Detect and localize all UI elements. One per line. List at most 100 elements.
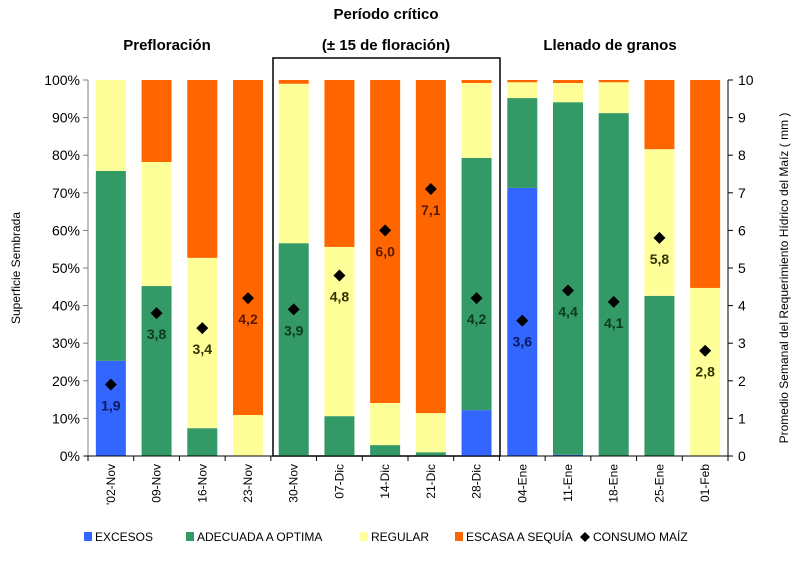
y2-tick-label: 2 (738, 373, 746, 389)
y-tick-label: 90% (52, 110, 80, 126)
axes-group: 0% 10% 20% 30% 40% 50% 60% 70% 80% 90% 100% 0 1 2 3 4 5 6… (44, 72, 754, 505)
bar-segment-escasa-a-sequ-a-2 (187, 80, 218, 258)
consumo-marker-0 (104, 378, 117, 391)
y-tick-label: 30% (52, 335, 80, 351)
bar-segment-adecuada-a-optima-8 (461, 157, 492, 411)
consumo-marker-11 (607, 295, 620, 308)
phase-label-llenado: Llenado de granos (543, 37, 676, 54)
y2-tick-label: 4 (738, 298, 746, 314)
y2-tick-label: 0 (738, 448, 746, 464)
y-tick-label: 50% (52, 260, 80, 276)
legend: EXCESOS ADECUADA A OPTIMA REGULAR ESCASA A … (84, 529, 688, 544)
legend-swatch-0 (84, 532, 92, 541)
y-tick-label: 60% (52, 222, 80, 238)
bar-segment-escasa-a-sequ-a-11 (598, 80, 629, 83)
x-tick-label: 14-Dic (378, 464, 392, 499)
bar-segment-regular-3 (233, 415, 263, 456)
bar-segment-adecuada-a-optima-10 (553, 102, 583, 455)
consumo-value-label: 7,1 (421, 202, 441, 218)
bar-segment-excesos-0 (95, 360, 126, 456)
y2-tick-label: 3 (738, 335, 746, 351)
consumo-value-label: 3,8 (147, 326, 167, 342)
bar-segment-adecuada-a-optima-9 (507, 98, 538, 188)
consumo-value-label: 4,2 (467, 311, 487, 327)
x-tick-label: 23-Nov (241, 464, 255, 503)
legend-swatch-3 (455, 532, 463, 541)
bar-segment-escasa-a-sequ-a-5 (324, 80, 355, 247)
consumo-marker-3 (242, 292, 254, 305)
bar-segment-adecuada-a-optima-12 (644, 295, 675, 456)
x-tick-label: '02-Nov (104, 464, 118, 505)
legend-marker-consumo (580, 532, 590, 542)
y2-tick-label: 9 (738, 110, 746, 126)
y-tick-label: 10% (52, 410, 80, 426)
bar-segment-regular-10 (553, 83, 583, 103)
bar-segment-escasa-a-sequ-a-1 (141, 80, 172, 162)
consumo-marker-1 (150, 307, 163, 320)
consumo-marker-2 (196, 322, 209, 335)
consumo-marker-12 (653, 231, 666, 244)
y2-tick-label: 6 (738, 222, 746, 238)
bars-group (95, 80, 721, 457)
bar-segment-regular-9 (507, 82, 538, 99)
x-tick-label: 18-Ene (607, 464, 621, 503)
y-tick-label: 0% (60, 448, 80, 464)
x-tick-label: 28-Dic (470, 464, 484, 499)
phase-sublabel-periodo-critico: (± 15 de floración) (322, 37, 450, 54)
consumo-marker-4 (287, 303, 300, 316)
consumo-value-label: 3,4 (193, 341, 213, 357)
bar-segment-adecuada-a-optima-2 (187, 428, 218, 456)
bar-segment-escasa-a-sequ-a-3 (233, 80, 263, 416)
bar-segment-escasa-a-sequ-a-7 (415, 80, 446, 414)
y-tick-label: 40% (52, 298, 80, 314)
consumo-marker-13 (699, 344, 712, 357)
bar-segment-regular-4 (278, 83, 309, 244)
x-tick-label: 04-Ene (515, 464, 529, 503)
phase-label-periodo-critico: Período crítico (333, 6, 438, 23)
x-tick-label: 21-Dic (424, 464, 438, 499)
bar-segment-regular-8 (461, 83, 492, 158)
consumo-marker-9 (516, 314, 529, 327)
consumo-marker-8 (470, 292, 483, 305)
bar-segment-regular-2 (187, 257, 218, 429)
x-tick-label: 01-Feb (698, 464, 712, 502)
x-tick-label: 30-Nov (287, 464, 301, 503)
bar-segment-adecuada-a-optima-11 (598, 113, 629, 456)
x-tick-label: 11-Ene (561, 464, 575, 502)
y2-tick-label: 10 (738, 72, 754, 88)
bar-segment-adecuada-a-optima-0 (95, 170, 126, 361)
bar-segment-regular-12 (644, 149, 675, 296)
bar-segment-regular-13 (690, 287, 721, 456)
consumo-value-label: 4,1 (604, 315, 624, 331)
legend-label-0: EXCESOS (95, 530, 153, 544)
y2-tick-label: 7 (738, 185, 746, 201)
bar-segment-escasa-a-sequ-a-6 (370, 80, 401, 403)
bar-segment-escasa-a-sequ-a-4 (278, 80, 309, 84)
legend-label-3: ESCASA A SEQUÍA (466, 529, 573, 544)
y2-tick-label: 1 (738, 410, 746, 426)
bar-segment-adecuada-a-optima-7 (415, 452, 446, 456)
consumo-marker-7 (424, 183, 437, 196)
y2-tick-label: 8 (738, 147, 746, 163)
consumo-value-label: 6,0 (375, 243, 395, 259)
bar-segment-adecuada-a-optima-4 (278, 243, 309, 456)
bar-segment-regular-6 (370, 402, 401, 446)
consumo-value-label: 3,9 (284, 322, 304, 338)
consumo-marker-6 (379, 224, 392, 237)
consumo-value-label: 2,8 (695, 364, 715, 380)
bar-segment-excesos-8 (461, 410, 492, 456)
consumo-value-label: 4,2 (238, 311, 258, 327)
legend-swatch-2 (360, 532, 368, 541)
bar-segment-excesos-10 (553, 454, 583, 456)
y-tick-label: 80% (52, 147, 80, 163)
legend-label-2: REGULAR (371, 530, 429, 544)
bar-segment-escasa-a-sequ-a-9 (507, 80, 538, 83)
x-tick-label: 25-Ene (652, 464, 666, 503)
bar-segment-adecuada-a-optima-5 (324, 416, 355, 456)
consumo-value-label: 4,8 (330, 289, 350, 305)
bar-segment-regular-7 (415, 413, 446, 453)
legend-label-consumo: CONSUMO MAÍZ (593, 529, 688, 544)
y2-axis-title: Promedio Semanal del Requerimiento Hídri… (777, 113, 791, 444)
bar-segment-escasa-a-sequ-a-13 (690, 80, 721, 288)
